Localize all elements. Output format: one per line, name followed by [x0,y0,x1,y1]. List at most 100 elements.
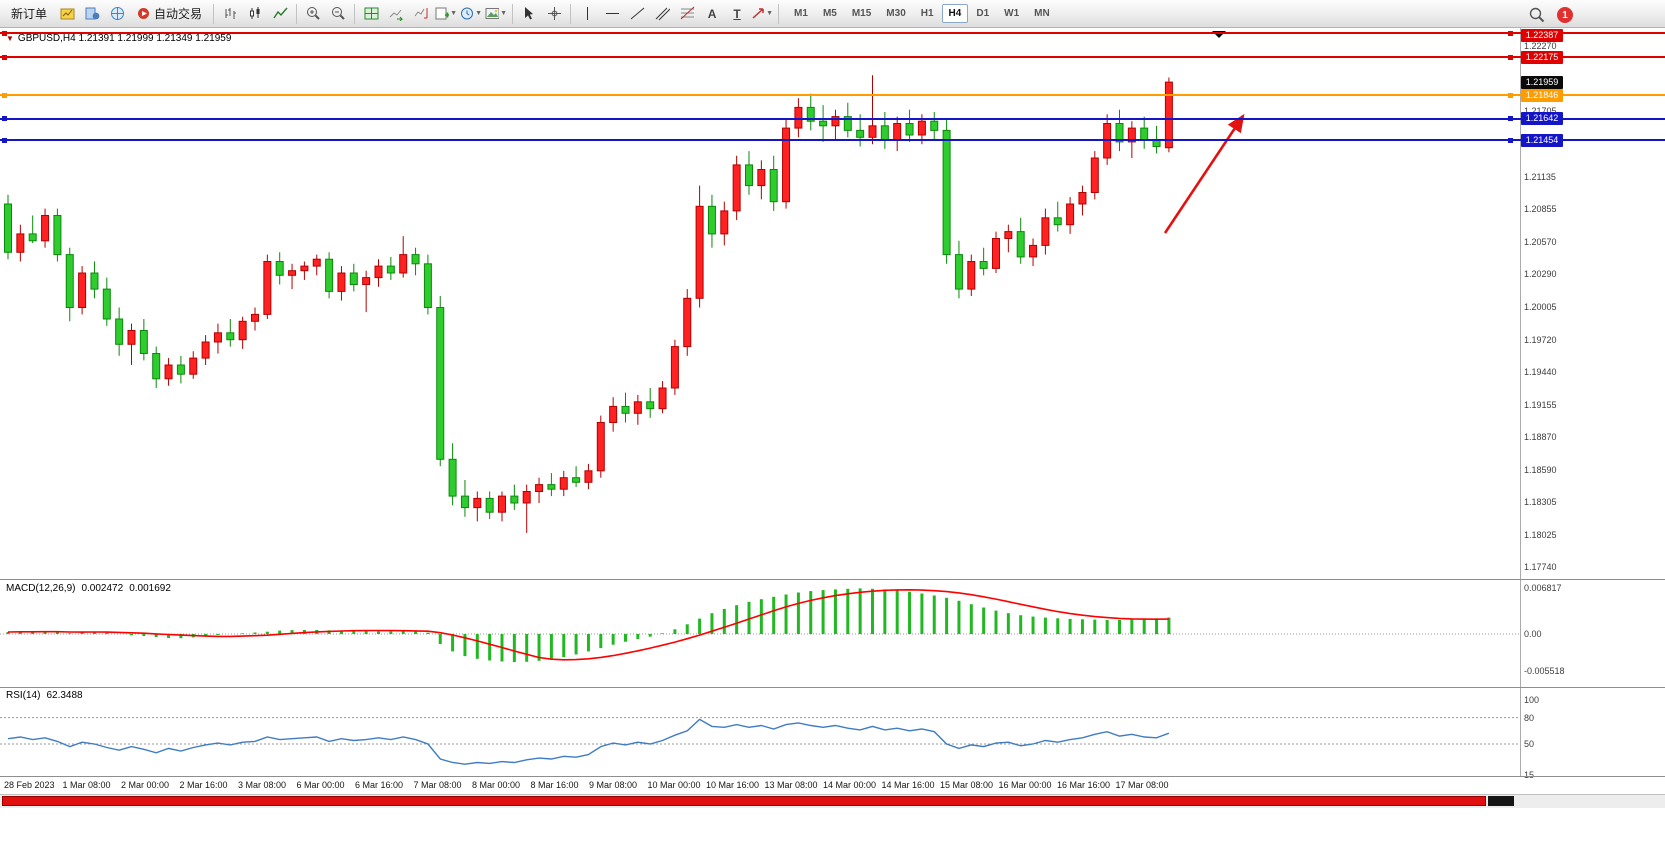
toolbar-separator [570,3,572,24]
price-line-1.21454[interactable] [0,139,1665,142]
terminal-icon[interactable] [105,2,129,26]
toolbar: 新订单 自动交易 [0,0,1665,28]
auto-trading-button[interactable]: 自动交易 [130,2,209,25]
new-chart-dropdown[interactable]: ▼ [434,2,458,26]
rsi-axis-label: 100 [1524,695,1540,705]
toolbar-right-cluster: 1 [1525,3,1573,27]
price-axis-label: 1.20570 [1524,236,1557,247]
trendline-tool-icon[interactable] [625,2,649,26]
time-axis-label: 14 Mar 00:00 [823,780,877,790]
panel-separator[interactable] [0,579,1665,580]
price-line-1.21642[interactable] [0,117,1665,120]
arrow-annotation[interactable] [1163,113,1245,234]
timeframe-m30[interactable]: M30 [886,8,906,19]
time-axis-label: 8 Mar 16:00 [530,780,579,790]
macd-signal-value: 0.001692 [129,583,171,594]
panel-separator[interactable] [0,687,1665,688]
line-handle-left[interactable] [2,92,7,98]
auto-scroll-icon[interactable] [384,2,408,26]
horizontal-line-tool-icon[interactable] [600,2,624,26]
line-handle-right[interactable] [1508,92,1513,98]
time-axis-label: 16 Mar 00:00 [998,780,1052,790]
line-handle-right[interactable] [1508,116,1513,122]
tile-windows-icon[interactable] [359,2,383,26]
channel-tool-icon[interactable] [650,2,674,26]
timeframe-mn[interactable]: MN [1034,8,1050,19]
timeframe-h4[interactable]: H4 [941,4,969,23]
time-axis-label: 15 Mar 08:00 [940,780,994,790]
macd-name: MACD(12,26,9) [6,583,76,594]
price-axis-label: 1.18590 [1524,464,1557,475]
shapes-dropdown[interactable]: ▼ [750,2,774,26]
rsi-canvas[interactable] [0,688,1520,776]
chart-scrollbar-thumb[interactable] [2,796,1486,806]
rsi-axis-label: 80 [1524,712,1535,723]
current-price-chip: 1.21959 [1521,75,1563,89]
price-axis-label: 1.20855 [1524,204,1557,215]
time-axis-label: 7 Mar 08:00 [413,780,462,790]
chart-shift-icon[interactable] [409,2,433,26]
zoom-out-icon[interactable] [326,2,350,26]
price-axis-border [1520,28,1521,776]
notification-badge[interactable]: 1 [1557,7,1573,23]
price-line-1.22387[interactable] [0,32,1665,34]
candlestick-chart-icon[interactable] [243,2,267,26]
timeframe-d1[interactable]: D1 [976,8,990,19]
cursor-icon[interactable] [517,2,541,26]
price-chip-1.22387: 1.22387 [1521,29,1563,42]
price-chart-canvas[interactable] [0,28,1520,579]
timeframe-w1[interactable]: W1 [1004,8,1020,19]
line-chart-icon[interactable] [268,2,292,26]
toolbar-separator [778,3,780,24]
timeframe-h1[interactable]: H1 [920,8,934,19]
price-chip-1.21642: 1.21642 [1521,112,1563,126]
new-order-label: 新订单 [11,7,48,21]
price-chip-1.22175: 1.22175 [1521,50,1563,64]
market-watch-icon[interactable] [55,2,79,26]
toolbar-separator [213,3,215,24]
price-axis-label: 1.17740 [1524,562,1557,573]
price-line-1.21846[interactable] [0,94,1665,97]
label-tool-icon[interactable]: T [733,6,741,21]
line-handle-left[interactable] [2,116,7,122]
symbol-marker-icon: ▼ [6,34,14,43]
macd-canvas[interactable] [0,580,1520,686]
zoom-in-icon[interactable] [301,2,325,26]
profiles-dropdown[interactable]: ▼ [459,2,483,26]
search-icon[interactable] [1525,3,1549,27]
line-handle-left[interactable] [2,54,7,60]
price-axis-label: 1.18870 [1524,432,1557,443]
crosshair-icon[interactable] [542,2,566,26]
fibonacci-tool-icon[interactable] [675,2,699,26]
price-axis-label: 1.21705 [1524,106,1557,116]
price-axis-label: 1.19720 [1524,334,1557,345]
chevron-down-icon: ▼ [475,10,483,17]
time-axis-border [0,776,1665,777]
line-handle-right[interactable] [1508,137,1513,143]
line-handle-left[interactable] [2,30,7,36]
price-chip-1.21454: 1.21454 [1521,133,1563,147]
line-handle-left[interactable] [2,137,7,143]
navigator-icon[interactable] [80,2,104,26]
chevron-down-icon: ▼ [766,10,774,17]
line-handle-right[interactable] [1508,54,1513,60]
template-dropdown[interactable]: ▼ [484,2,508,26]
time-axis-label: 10 Mar 16:00 [706,780,760,790]
text-tool-icon[interactable]: A [707,6,717,21]
auto-trading-label: 自动交易 [154,7,203,21]
vertical-line-tool-icon[interactable] [575,2,599,26]
time-axis-label: 13 Mar 08:00 [764,780,818,790]
time-axis-label: 8 Mar 00:00 [472,780,521,790]
timeframe-m5[interactable]: M5 [822,8,837,19]
line-handle-right[interactable] [1508,30,1513,36]
timeframe-m1[interactable]: M1 [794,8,808,19]
price-line-1.22175[interactable] [0,56,1665,59]
macd-axis-label: -0.005518 [1524,665,1565,676]
price-axis-label: 1.18305 [1524,497,1557,508]
new-order-button[interactable]: 新订单 [4,2,54,25]
bar-chart-icon[interactable] [218,2,242,26]
timeframe-m15[interactable]: M15 [851,8,872,19]
auto-trading-icon [138,8,150,19]
rsi-value: 62.3488 [46,690,83,701]
